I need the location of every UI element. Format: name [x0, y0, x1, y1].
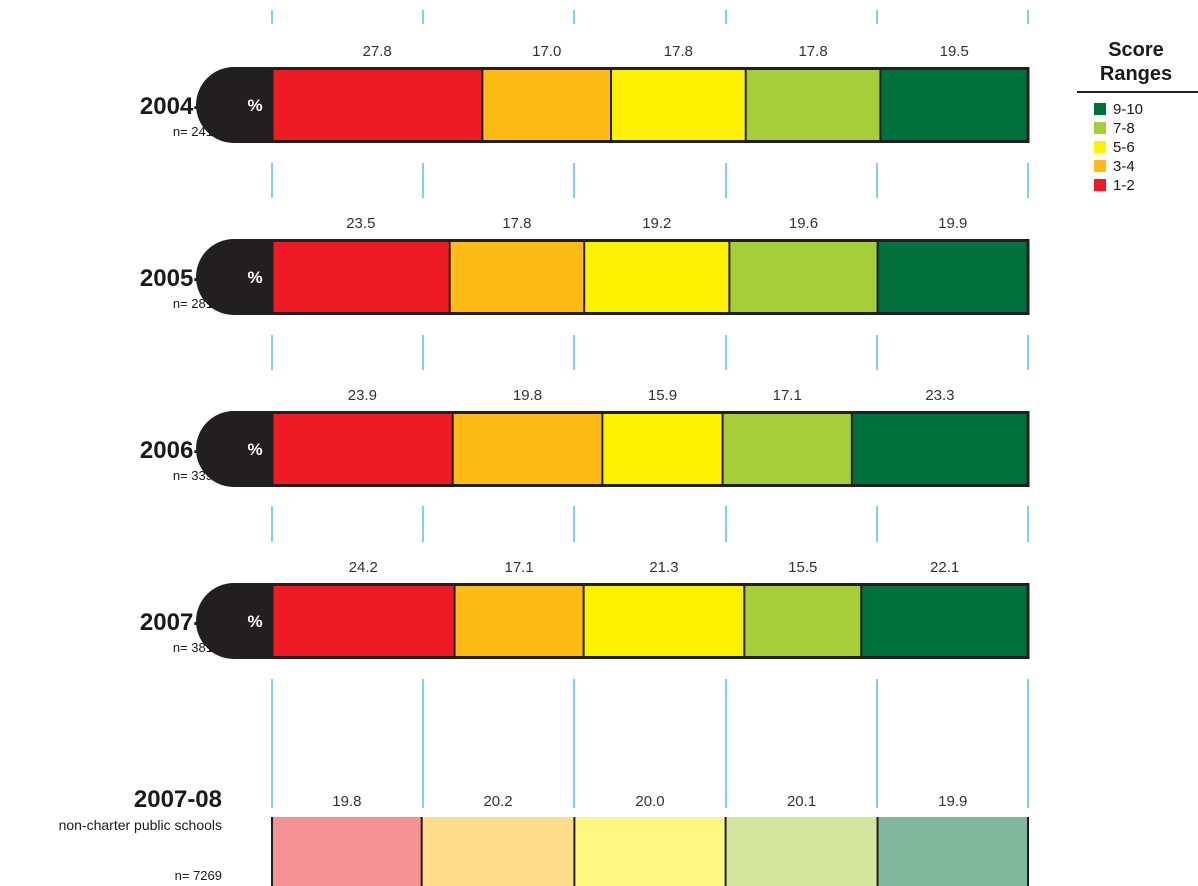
- bar-outline: [270, 411, 1030, 487]
- bar-segment-5-6: [574, 817, 726, 886]
- data-label: 15.9: [648, 387, 677, 404]
- data-label: 19.2: [642, 215, 671, 232]
- bar-row: 2007-08n= 381%24.2 17.1 21.3 15.5 22.1: [140, 559, 1030, 659]
- data-label: 23.3: [925, 387, 954, 404]
- data-label: 19.5: [940, 43, 969, 60]
- bar-segment-3-4: [421, 817, 575, 886]
- data-label: 22.1: [930, 559, 959, 576]
- bar-segment-3-4: [452, 411, 603, 487]
- gridlines: [271, 10, 1029, 808]
- bar-segment-5-6: [611, 67, 746, 143]
- bar-segment-1-2: [272, 583, 455, 659]
- legend-title: Ranges: [1100, 63, 1172, 85]
- legend-swatch-1-2: [1094, 179, 1106, 191]
- row-n-label: n= 339: [173, 468, 213, 483]
- bar-segment-7-8: [729, 239, 878, 315]
- data-label: 17.1: [773, 387, 802, 404]
- bar-segment-5-6: [602, 411, 723, 487]
- data-label: 19.6: [789, 215, 818, 232]
- bar-segment-5-6: [583, 583, 745, 659]
- data-label: 20.1: [787, 793, 816, 810]
- bar-row: 2004-05n= 241%27.8 17.0 17.8 17.8 19.5: [140, 43, 1030, 143]
- legend-item-label: 7-8: [1113, 120, 1135, 137]
- data-label: 19.8: [332, 793, 361, 810]
- bar-segment-7-8: [725, 817, 878, 886]
- data-label: 17.8: [502, 215, 531, 232]
- bar-segment-3-4: [449, 239, 585, 315]
- row-label: 2007-08: [134, 786, 222, 813]
- data-label: 17.8: [798, 43, 827, 60]
- bar-segment-1-2: [272, 239, 450, 315]
- data-label: 15.5: [788, 559, 817, 576]
- bar-segment-1-2: [272, 67, 483, 143]
- bar-outline: [270, 583, 1030, 659]
- data-label: 19.9: [938, 793, 967, 810]
- data-label: 19.9: [938, 215, 967, 232]
- data-label: 19.8: [513, 387, 542, 404]
- row-n-label: n= 7269: [175, 868, 222, 883]
- legend-item-label: 1-2: [1113, 177, 1135, 194]
- data-label: 20.2: [483, 793, 512, 810]
- data-label: 23.5: [346, 215, 375, 232]
- data-label: 20.0: [635, 793, 664, 810]
- bar-segment-7-8: [745, 67, 881, 143]
- row-n-label: n= 381: [173, 640, 213, 655]
- percent-badge-label: %: [247, 268, 262, 287]
- bar-segment-9-10: [877, 817, 1028, 886]
- legend-swatch-3-4: [1094, 160, 1106, 172]
- legend-item-label: 5-6: [1113, 139, 1135, 156]
- legend-title: Score: [1108, 39, 1164, 61]
- legend-swatch-5-6: [1094, 141, 1106, 153]
- data-label: 27.8: [363, 43, 392, 60]
- bar-segment-3-4: [454, 583, 584, 659]
- data-label: 21.3: [649, 559, 678, 576]
- data-label: 17.0: [532, 43, 561, 60]
- row-sublabel: non-charter public schools: [59, 817, 222, 833]
- percent-badge-label: %: [247, 96, 262, 115]
- percent-badge: [196, 411, 272, 487]
- bar-segment-9-10: [877, 239, 1028, 315]
- bar-row: 2007-08 non-charter public schools n= 7269…: [59, 786, 1029, 886]
- bar-segment-1-2: [272, 411, 453, 487]
- legend-swatch-7-8: [1094, 122, 1106, 134]
- bar-segment-7-8: [744, 583, 862, 659]
- bar-row: 2006-07n= 339%23.9 19.8 15.9 17.1 23.3: [140, 387, 1030, 487]
- bar-segment-9-10: [851, 411, 1028, 487]
- percent-badge: [196, 239, 272, 315]
- legend-swatch-9-10: [1094, 103, 1106, 115]
- bar-outline: [270, 67, 1030, 143]
- bar-row: 2005-06n= 281%23.5 17.8 19.2 19.6 19.9: [140, 215, 1030, 315]
- percent-badge: [196, 67, 272, 143]
- bar-segment-9-10: [861, 583, 1028, 659]
- legend-item-label: 9-10: [1113, 101, 1143, 118]
- bar-segment-5-6: [584, 239, 730, 315]
- bar-outline: [270, 239, 1030, 315]
- bars: 2004-05n= 241%27.8 17.0 17.8 17.8 19.52005-0…: [59, 43, 1030, 886]
- legend-item-label: 3-4: [1113, 158, 1135, 175]
- row-n-label: n= 281: [173, 296, 213, 311]
- bar-segment-1-2: [272, 817, 422, 886]
- data-label: 23.9: [348, 387, 377, 404]
- percent-badge-label: %: [247, 440, 262, 459]
- row-n-label: n= 241: [173, 124, 213, 139]
- data-label: 17.8: [664, 43, 693, 60]
- bar-segment-9-10: [880, 67, 1028, 143]
- data-label: 24.2: [349, 559, 378, 576]
- bar-segment-3-4: [482, 67, 612, 143]
- percent-badge: [196, 583, 272, 659]
- data-label: 17.1: [504, 559, 533, 576]
- bar-segment-7-8: [722, 411, 852, 487]
- percent-badge-label: %: [247, 612, 262, 631]
